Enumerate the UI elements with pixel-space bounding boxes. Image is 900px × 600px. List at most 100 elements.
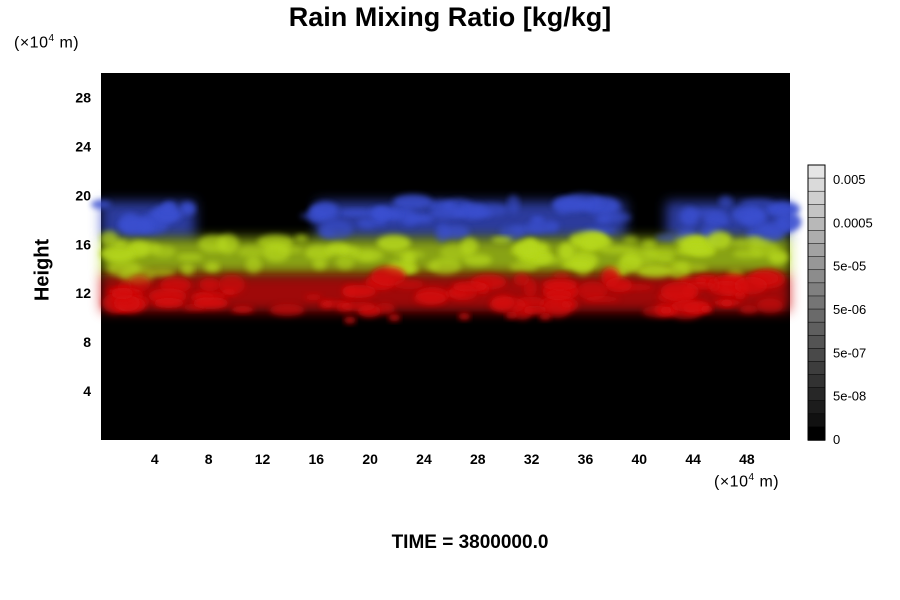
colorbar-tick-2: 5e-05 (833, 259, 866, 274)
blob-yellow-green (340, 246, 360, 256)
blob-red (153, 297, 184, 308)
blob-yellow-green (623, 248, 660, 265)
x-tick-12: 12 (255, 451, 271, 467)
blob-yellow-green (204, 261, 220, 273)
colorbar-level (807, 164, 826, 179)
blob-yellow-green (707, 231, 733, 249)
blob-yellow-green (394, 250, 425, 259)
blob-red (340, 301, 377, 311)
colorbar-level (807, 361, 826, 376)
blob-yellow-green (99, 246, 135, 262)
blob-yellow-green (112, 239, 129, 249)
x-tick-8: 8 (205, 451, 213, 467)
time-label: TIME = 3800000.0 (391, 532, 549, 553)
x-tick-16: 16 (309, 451, 325, 467)
x-tick-36: 36 (578, 451, 594, 467)
y-tick-20: 20 (75, 187, 91, 203)
colorbar-level (807, 269, 826, 284)
blob-yellow-green (561, 259, 594, 270)
blob-red (413, 292, 446, 306)
blob-yellow-green (463, 254, 493, 266)
blob-yellow-green (278, 247, 304, 254)
blob-blue (507, 195, 520, 214)
colorbar-level (807, 374, 826, 389)
blob-red (304, 294, 323, 301)
blob-yellow-green (669, 264, 691, 280)
blob-yellow-green (558, 242, 575, 262)
blob-red (231, 306, 255, 313)
blob-blue (740, 198, 775, 208)
blob-red (452, 281, 488, 292)
blob-yellow-green (636, 264, 675, 278)
blob-red (670, 300, 711, 312)
blob-blue (399, 210, 418, 227)
blob-blue (317, 219, 353, 240)
blob-yellow-green (581, 234, 613, 250)
blob-red (583, 295, 620, 303)
colorbar-tick-0: 0.005 (833, 172, 866, 187)
y-axis-unit: (×104 m) (14, 33, 80, 52)
blob-blue (120, 216, 151, 235)
colorbar-level (807, 321, 826, 336)
chart-title: Rain Mixing Ratio [kg/kg] (288, 2, 612, 32)
blob-blue (770, 201, 801, 216)
x-tick-labels: 4 8 12 16 20 24 28 32 36 40 44 48 (151, 451, 755, 467)
blob-red (577, 281, 608, 300)
colorbar-tick-1: 0.0005 (833, 215, 873, 230)
blob-red (543, 299, 571, 319)
blob-yellow-green (376, 234, 411, 252)
blob-yellow-green (152, 245, 176, 258)
y-tick-12: 12 (75, 285, 91, 301)
colorbar-level (807, 177, 826, 192)
colorbar-level (807, 413, 826, 428)
blob-red-spot (505, 311, 518, 319)
blob-red (489, 296, 526, 314)
blob-blue (742, 209, 767, 228)
y-tick-24: 24 (75, 138, 91, 154)
blob-yellow-green (237, 245, 266, 258)
colorbar-level (807, 334, 826, 350)
blob-yellow-green (294, 234, 308, 243)
y-tick-labels: 4 8 12 16 20 24 28 (75, 89, 91, 399)
blob-yellow-green (107, 260, 141, 277)
blob-yellow-green (656, 255, 675, 263)
colorbar-level (807, 256, 826, 271)
blob-blue (758, 222, 790, 235)
blob-red (542, 278, 578, 291)
blob-blue (162, 201, 177, 211)
blob-yellow-green (732, 249, 763, 259)
blob-red (199, 277, 221, 292)
blob-red (545, 289, 572, 301)
blob-yellow-green (675, 245, 716, 257)
blob-red (660, 281, 699, 302)
x-tick-20: 20 (362, 451, 378, 467)
y-tick-16: 16 (75, 236, 91, 252)
y-tick-4: 4 (83, 383, 91, 399)
blob-red (707, 278, 720, 292)
colorbar-tick-labels: 0.005 0.0005 5e-05 5e-06 5e-07 5e-08 0 (833, 172, 873, 447)
blob-yellow-green (518, 239, 536, 258)
blob-red (756, 298, 784, 314)
x-tick-44: 44 (685, 451, 701, 467)
colorbar-tick-3: 5e-06 (833, 302, 866, 317)
blob-red-spot (660, 306, 673, 314)
blob-yellow-green (768, 250, 789, 265)
blob-yellow-green (429, 257, 462, 275)
blob-yellow-green (149, 268, 176, 277)
x-tick-28: 28 (470, 451, 486, 467)
blob-blue (527, 219, 560, 232)
blob-red-spot (388, 314, 401, 322)
blob-blue (430, 207, 464, 220)
x-tick-24: 24 (416, 451, 432, 467)
blob-yellow-green (491, 236, 513, 244)
blob-yellow-green (642, 239, 656, 250)
blob-yellow-green (100, 230, 118, 246)
blob-red (370, 266, 406, 286)
blob-red (341, 284, 377, 298)
blob-yellow-green (599, 245, 637, 255)
blob-yellow-green (245, 256, 262, 274)
blob-red (523, 305, 547, 315)
blob-red (128, 275, 151, 292)
blob-blue (654, 234, 679, 242)
colorbar (807, 164, 826, 441)
